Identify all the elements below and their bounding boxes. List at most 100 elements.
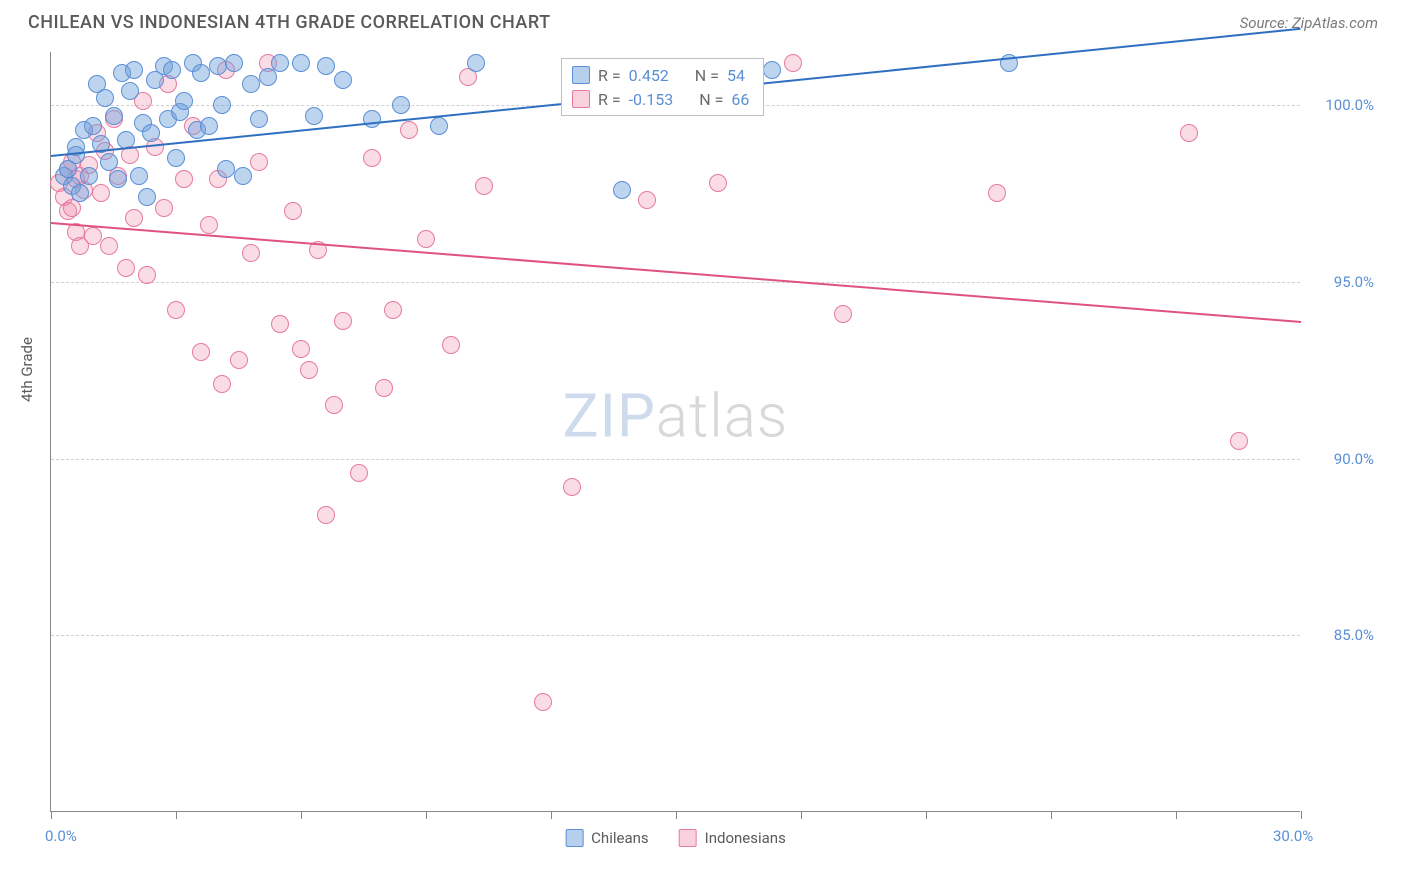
series-legend-item: Chileans [565, 829, 648, 847]
data-point-chilean [613, 181, 631, 199]
data-point-indonesian [192, 343, 210, 361]
data-point-indonesian [284, 202, 302, 220]
y-tick-label: 85.0% [1334, 626, 1374, 644]
gridline [51, 459, 1300, 460]
data-point-indonesian [155, 199, 173, 217]
data-point-chilean [109, 170, 127, 188]
data-point-indonesian [400, 121, 418, 139]
data-point-chilean [167, 149, 185, 167]
watermark-thin: atlas [656, 381, 789, 452]
data-point-indonesian [317, 506, 335, 524]
data-point-indonesian [563, 478, 581, 496]
data-point-chilean [234, 167, 252, 185]
legend-swatch [572, 66, 590, 84]
legend-swatch [572, 90, 590, 108]
data-point-chilean [138, 188, 156, 206]
data-point-chilean [130, 167, 148, 185]
data-point-chilean [125, 61, 143, 79]
data-point-indonesian [138, 266, 156, 284]
data-point-indonesian [125, 209, 143, 227]
x-tick [1051, 811, 1052, 819]
data-point-indonesian [167, 301, 185, 319]
legend-swatch [679, 829, 697, 847]
data-point-indonesian [350, 464, 368, 482]
data-point-chilean [430, 117, 448, 135]
n-label: N = [695, 66, 719, 85]
watermark: ZIPatlas [563, 381, 789, 452]
y-tick-label: 95.0% [1334, 273, 1374, 291]
data-point-chilean [200, 117, 218, 135]
legend-swatch [565, 829, 583, 847]
data-point-indonesian [250, 153, 268, 171]
r-value: -0.153 [629, 90, 674, 109]
data-point-indonesian [834, 305, 852, 323]
data-point-indonesian [242, 244, 260, 262]
data-point-indonesian [334, 312, 352, 330]
y-tick-label: 100.0% [1325, 96, 1374, 114]
x-tick [426, 811, 427, 819]
data-point-indonesian [417, 230, 435, 248]
data-point-chilean [192, 64, 210, 82]
data-point-indonesian [475, 177, 493, 195]
x-tick [1301, 811, 1302, 819]
r-label: R = [598, 90, 621, 109]
data-point-indonesian [988, 184, 1006, 202]
n-label: N = [699, 90, 723, 109]
data-point-chilean [242, 75, 260, 93]
r-value: 0.452 [629, 66, 669, 85]
plot-area: ZIPatlas ChileansIndonesians 85.0%90.0%9… [50, 52, 1300, 812]
data-point-indonesian [92, 184, 110, 202]
data-point-indonesian [292, 340, 310, 358]
data-point-chilean [392, 96, 410, 114]
series-label: Indonesians [705, 829, 786, 847]
data-point-indonesian [384, 301, 402, 319]
x-tick [676, 811, 677, 819]
data-point-chilean [305, 107, 323, 125]
data-point-indonesian [442, 336, 460, 354]
data-point-indonesian [213, 375, 231, 393]
trendline-indonesian [51, 222, 1301, 323]
data-point-indonesian [638, 191, 656, 209]
x-tick [801, 811, 802, 819]
data-point-chilean [259, 68, 277, 86]
data-point-indonesian [1180, 124, 1198, 142]
source-label: Source: ZipAtlas.com [1240, 14, 1378, 32]
legend-row: R = 0.452 N = 54 [572, 63, 749, 87]
data-point-indonesian [271, 315, 289, 333]
bottom-legend: Chileans Indonesians [565, 829, 786, 847]
data-point-chilean [213, 96, 231, 114]
data-point-chilean [763, 61, 781, 79]
data-point-indonesian [200, 216, 218, 234]
n-value: 54 [727, 66, 745, 85]
data-point-chilean [209, 57, 227, 75]
series-legend-item: Indonesians [679, 829, 786, 847]
data-point-indonesian [300, 361, 318, 379]
data-point-indonesian [784, 54, 802, 72]
y-axis-title: 4th Grade [18, 337, 36, 402]
data-point-indonesian [84, 227, 102, 245]
series-label: Chileans [591, 829, 648, 847]
y-tick-label: 90.0% [1334, 450, 1374, 468]
page-title: CHILEAN VS INDONESIAN 4TH GRADE CORRELAT… [28, 12, 551, 33]
data-point-chilean [84, 117, 102, 135]
data-point-indonesian [709, 174, 727, 192]
x-tick-label: 0.0% [45, 827, 77, 845]
data-point-chilean [363, 110, 381, 128]
x-tick [51, 811, 52, 819]
chart: 4th Grade ZIPatlas ChileansIndonesians 8… [50, 52, 1380, 812]
data-point-chilean [217, 160, 235, 178]
data-point-chilean [292, 54, 310, 72]
gridline [51, 635, 1300, 636]
data-point-indonesian [100, 237, 118, 255]
watermark-bold: ZIP [563, 381, 656, 452]
data-point-chilean [121, 82, 139, 100]
x-tick [551, 811, 552, 819]
x-tick [926, 811, 927, 819]
legend-row: R = -0.153 N = 66 [572, 87, 749, 111]
x-tick-label: 30.0% [1273, 827, 1313, 845]
data-point-chilean [100, 153, 118, 171]
data-point-chilean [334, 71, 352, 89]
data-point-indonesian [117, 259, 135, 277]
data-point-chilean [467, 54, 485, 72]
r-label: R = [598, 66, 621, 85]
